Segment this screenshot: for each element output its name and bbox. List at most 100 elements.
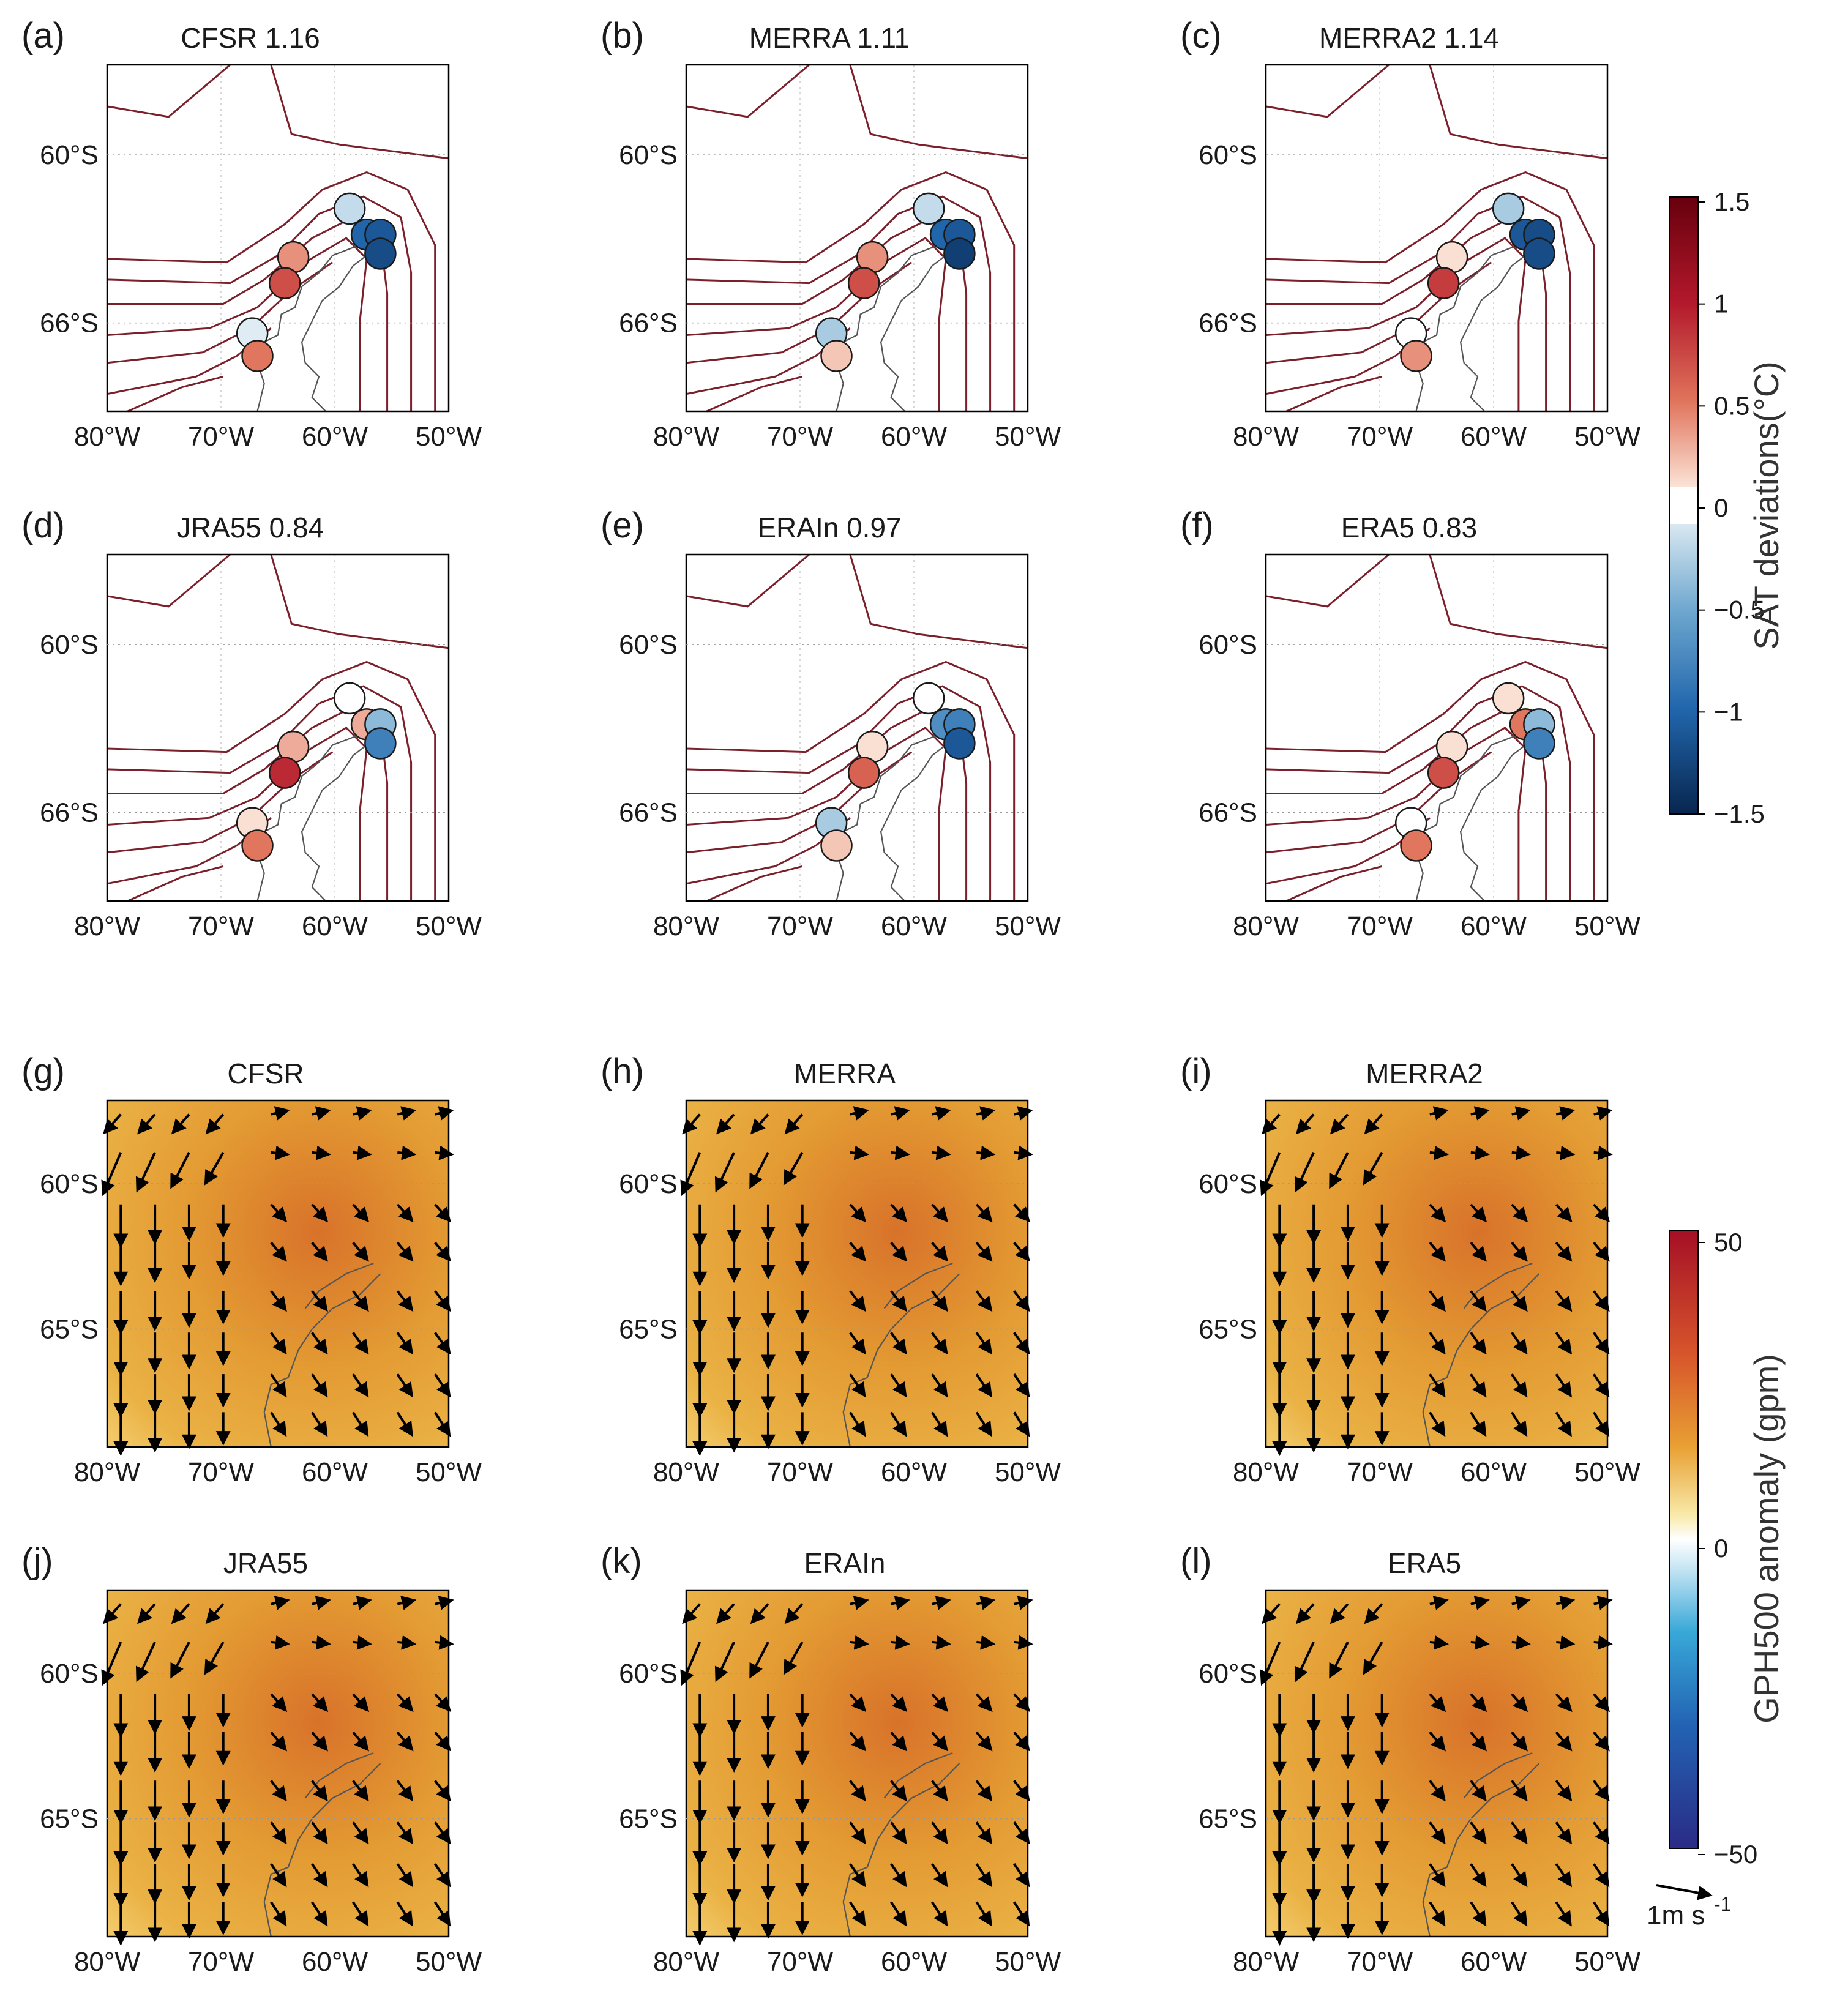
lon-tick-label: 80°W (1233, 422, 1300, 452)
lat-tick-label: 60°S (40, 630, 99, 660)
wind-vector (975, 1411, 992, 1437)
wind-vector (1294, 1152, 1315, 1193)
wind-vector (890, 1241, 907, 1262)
coastline (301, 734, 381, 902)
wind-vector (976, 1145, 996, 1160)
coastline (304, 1752, 374, 1799)
wind-vector (1429, 1203, 1446, 1223)
wind-vector (1262, 1113, 1281, 1135)
wind-vector (931, 1731, 948, 1752)
sat-contour-line (1285, 865, 1383, 902)
wind-vector (849, 1731, 867, 1752)
station-marker (1492, 682, 1525, 715)
wind-vector (1012, 1901, 1030, 1927)
coastline (842, 1273, 960, 1448)
wind-vector (103, 1603, 122, 1624)
wind-vector (204, 1641, 225, 1675)
sat-contour-line (107, 64, 231, 118)
wind-vector (271, 1596, 290, 1610)
sat-contour-line (849, 554, 1028, 649)
wind-vector (1013, 1821, 1030, 1845)
lon-tick-label: 60°W (302, 422, 368, 452)
panel-label: (i) (1180, 1052, 1212, 1091)
sat-map-background (1266, 65, 1607, 411)
wind-vector (1429, 1145, 1449, 1160)
wind-vector (1013, 1373, 1030, 1398)
wind-vector (1593, 1106, 1613, 1121)
sat-contour-line (107, 660, 436, 901)
wind-vector (975, 1821, 993, 1845)
panel-title: JRA55 0.84 (177, 512, 324, 544)
wind-vector (931, 1203, 949, 1223)
wind-vector (1555, 1901, 1572, 1927)
wind-vector (890, 1373, 907, 1398)
wind-vector (849, 1241, 867, 1262)
wind-vector (891, 1106, 910, 1121)
wind-vector (1012, 1411, 1030, 1437)
wind-vector (271, 1145, 290, 1160)
wind-vector (171, 1603, 190, 1624)
wind-vector (1511, 1332, 1528, 1355)
wind-vector (271, 1635, 290, 1650)
wind-vector (1429, 1332, 1446, 1355)
wind-vector (932, 1635, 951, 1650)
station-marker (820, 340, 853, 372)
panel-title: CFSR (227, 1058, 304, 1089)
wind-vector (850, 1596, 869, 1610)
sat-colorbar-bar (1669, 196, 1699, 815)
panel-label: (a) (21, 16, 65, 56)
lon-tick-label: 70°W (188, 1947, 255, 1977)
wind-vector (1470, 1901, 1487, 1927)
lon-tick-label: 70°W (1347, 1947, 1413, 1977)
colorbar-tick-label: −1.5 (1714, 799, 1765, 828)
sat-map-frame (685, 553, 1029, 902)
station-marker (912, 192, 945, 225)
panel-title: JRA55 (223, 1547, 308, 1579)
sat-panel: 80°W 70°W 60°W 50°W 60°S 66°S (f) ERA5 0.83 (1180, 506, 1640, 941)
wind-vector (1511, 1731, 1528, 1752)
wind-reference-label: 1m s (1647, 1900, 1705, 1930)
coastline (883, 1262, 953, 1309)
wind-vector (311, 1731, 328, 1752)
sat-map-background (686, 65, 1028, 411)
wind-vector (352, 1731, 369, 1752)
wind-vector (975, 1241, 993, 1262)
coastline (1459, 244, 1540, 412)
station-marker (1492, 192, 1525, 225)
sat-contour-line (1265, 553, 1390, 608)
sat-contour-line (686, 727, 947, 901)
sat-panel: 80°W 70°W 60°W 50°W 60°S 66°S (d) JRA55 0.84 (21, 506, 482, 941)
wind-vector (311, 1901, 328, 1927)
wind-vector (1296, 1603, 1315, 1624)
wind-vector (396, 1693, 414, 1713)
lon-tick-label: 60°W (302, 911, 368, 941)
lat-tick-label: 60°S (1199, 1659, 1257, 1689)
wind-vector (353, 1106, 372, 1121)
wind-vector (849, 1332, 866, 1355)
coastline (263, 1273, 381, 1448)
wind-vector (932, 1106, 951, 1121)
wind-vector (1470, 1241, 1487, 1262)
wind-vector (1511, 1635, 1531, 1650)
wind-vector (975, 1290, 993, 1312)
wind-vector (975, 1731, 993, 1752)
wind-vector (749, 1641, 769, 1679)
gph-map-frame (106, 1099, 450, 1448)
wind-vector (716, 1113, 735, 1135)
wind-vector (353, 1596, 372, 1610)
colorbar-tick-label: 0 (1714, 1534, 1728, 1563)
lat-tick-label: 60°S (619, 1169, 678, 1199)
lon-tick-label: 70°W (1347, 911, 1413, 941)
wind-vector (1470, 1332, 1487, 1355)
lon-tick-label: 80°W (653, 422, 720, 452)
lon-tick-label: 50°W (995, 911, 1061, 941)
gph-panel: 80°W 70°W 60°W 50°W 60°S 65°S (j) JRA55 (21, 1541, 482, 1977)
lat-tick-label: 66°S (619, 308, 678, 338)
wind-vector (975, 1332, 993, 1355)
lon-tick-label: 50°W (1574, 1457, 1641, 1487)
lat-tick-label: 60°S (619, 1659, 678, 1689)
sat-map-background (1266, 555, 1607, 901)
wind-vector (434, 1290, 451, 1312)
wind-vector (1013, 1731, 1030, 1752)
panel-title: ERA5 (1388, 1547, 1461, 1579)
